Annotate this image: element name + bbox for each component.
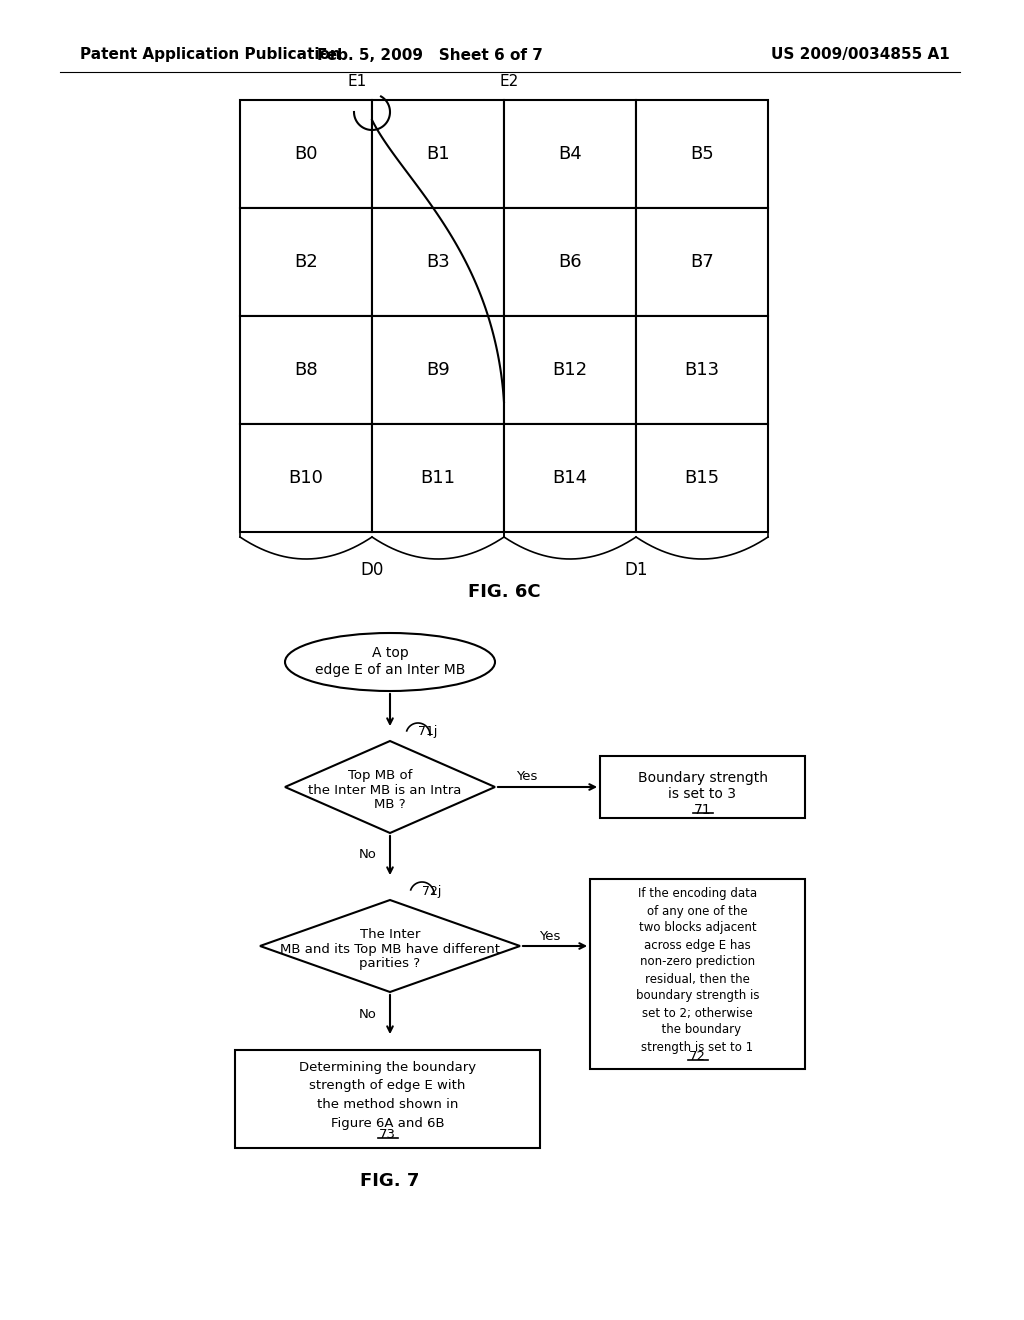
FancyBboxPatch shape xyxy=(240,315,372,424)
Text: B15: B15 xyxy=(684,469,720,487)
Text: boundary strength is: boundary strength is xyxy=(636,990,759,1002)
Text: B11: B11 xyxy=(421,469,456,487)
Text: No: No xyxy=(359,1007,377,1020)
Text: B3: B3 xyxy=(426,253,450,271)
Text: B13: B13 xyxy=(684,360,720,379)
Polygon shape xyxy=(260,900,520,993)
Text: B1: B1 xyxy=(426,145,450,162)
Text: two blocks adjacent: two blocks adjacent xyxy=(639,921,757,935)
Text: If the encoding data: If the encoding data xyxy=(638,887,757,900)
Text: parities ?: parities ? xyxy=(359,957,421,970)
FancyBboxPatch shape xyxy=(636,100,768,209)
Ellipse shape xyxy=(285,634,495,690)
FancyBboxPatch shape xyxy=(372,315,504,424)
FancyBboxPatch shape xyxy=(372,100,504,209)
Text: across edge E has: across edge E has xyxy=(644,939,751,952)
Text: 71: 71 xyxy=(693,803,712,817)
FancyBboxPatch shape xyxy=(504,424,636,532)
FancyBboxPatch shape xyxy=(504,100,636,209)
Text: B5: B5 xyxy=(690,145,714,162)
FancyBboxPatch shape xyxy=(234,1049,540,1148)
Text: the method shown in: the method shown in xyxy=(316,1098,458,1111)
Text: Boundary strength: Boundary strength xyxy=(638,771,768,785)
FancyBboxPatch shape xyxy=(636,315,768,424)
Text: A top: A top xyxy=(372,645,409,660)
Text: Determining the boundary: Determining the boundary xyxy=(299,1060,476,1073)
Text: Patent Application Publication: Patent Application Publication xyxy=(80,48,341,62)
Text: B2: B2 xyxy=(294,253,317,271)
FancyBboxPatch shape xyxy=(240,424,372,532)
FancyBboxPatch shape xyxy=(372,424,504,532)
Text: Feb. 5, 2009   Sheet 6 of 7: Feb. 5, 2009 Sheet 6 of 7 xyxy=(317,48,543,62)
Text: FIG. 7: FIG. 7 xyxy=(360,1172,420,1191)
FancyBboxPatch shape xyxy=(636,424,768,532)
FancyBboxPatch shape xyxy=(240,100,372,209)
Text: is set to 3: is set to 3 xyxy=(669,787,736,801)
Text: the boundary: the boundary xyxy=(654,1023,741,1036)
FancyBboxPatch shape xyxy=(372,209,504,315)
Text: strength is set to 1: strength is set to 1 xyxy=(641,1040,754,1053)
Text: D0: D0 xyxy=(360,561,384,579)
FancyBboxPatch shape xyxy=(600,756,805,818)
Text: US 2009/0034855 A1: US 2009/0034855 A1 xyxy=(771,48,950,62)
FancyBboxPatch shape xyxy=(240,209,372,315)
FancyBboxPatch shape xyxy=(504,209,636,315)
Text: Figure 6A and 6B: Figure 6A and 6B xyxy=(331,1118,444,1130)
Text: Top MB of: Top MB of xyxy=(348,768,413,781)
Text: B10: B10 xyxy=(289,469,324,487)
Polygon shape xyxy=(285,741,495,833)
Text: 71j: 71j xyxy=(419,726,437,738)
Text: B6: B6 xyxy=(558,253,582,271)
FancyBboxPatch shape xyxy=(636,209,768,315)
Text: B4: B4 xyxy=(558,145,582,162)
Text: E2: E2 xyxy=(500,74,518,90)
Text: of any one of the: of any one of the xyxy=(647,904,748,917)
Text: B12: B12 xyxy=(552,360,588,379)
Text: 72j: 72j xyxy=(422,884,441,898)
Text: No: No xyxy=(359,849,377,862)
Text: B8: B8 xyxy=(294,360,317,379)
Text: edge E of an Inter MB: edge E of an Inter MB xyxy=(314,663,465,677)
Text: The Inter: The Inter xyxy=(359,928,420,940)
FancyBboxPatch shape xyxy=(504,315,636,424)
Text: strength of edge E with: strength of edge E with xyxy=(309,1080,466,1093)
Text: D1: D1 xyxy=(625,561,648,579)
FancyBboxPatch shape xyxy=(590,879,805,1069)
Text: FIG. 6C: FIG. 6C xyxy=(468,583,541,601)
Text: 73: 73 xyxy=(379,1129,396,1142)
Text: B14: B14 xyxy=(552,469,588,487)
Text: 72: 72 xyxy=(689,1051,706,1064)
Text: MB ?: MB ? xyxy=(374,799,406,812)
Text: Yes: Yes xyxy=(540,929,561,942)
Text: B0: B0 xyxy=(294,145,317,162)
Text: MB and its Top MB have different: MB and its Top MB have different xyxy=(280,942,500,956)
Text: Yes: Yes xyxy=(516,771,538,784)
Text: B7: B7 xyxy=(690,253,714,271)
Text: set to 2; otherwise: set to 2; otherwise xyxy=(642,1006,753,1019)
Text: E1: E1 xyxy=(347,74,367,90)
Text: the Inter MB is an Intra: the Inter MB is an Intra xyxy=(308,784,462,796)
Text: B9: B9 xyxy=(426,360,450,379)
Text: residual, then the: residual, then the xyxy=(645,973,750,986)
Text: non-zero prediction: non-zero prediction xyxy=(640,956,755,969)
